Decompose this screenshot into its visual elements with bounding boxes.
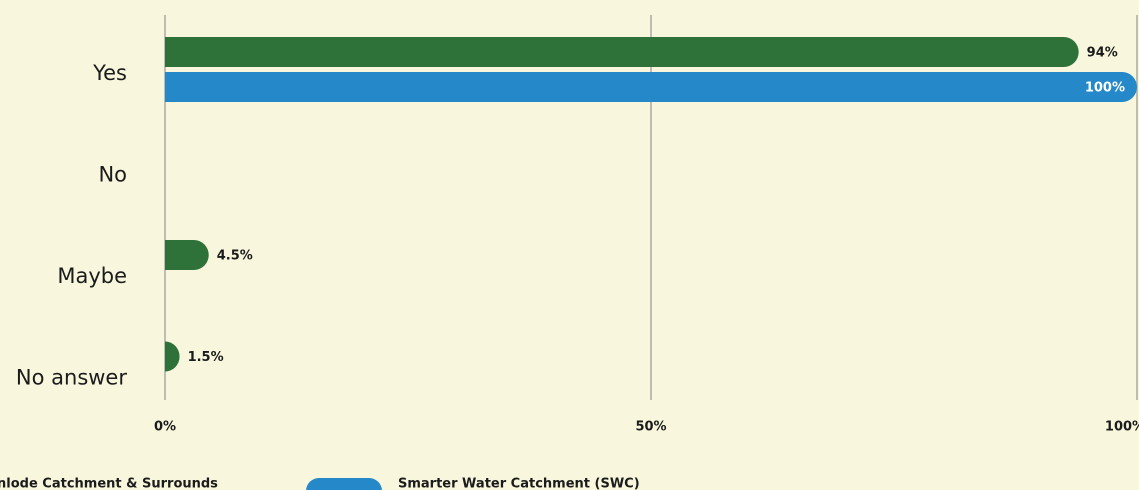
value-label: 4.5% — [217, 249, 253, 264]
bar — [165, 72, 1137, 102]
x-tick-label: 100% — [1105, 420, 1139, 435]
y-tick-label: No answer — [16, 366, 127, 390]
x-tick-label: 50% — [635, 420, 666, 435]
bar — [165, 341, 180, 372]
value-label: 1.5% — [188, 350, 224, 365]
y-tick-label: Yes — [92, 61, 127, 85]
x-tick-label: 0% — [154, 420, 176, 435]
legend-label: Smarter Water Catchment (SWC) — [398, 477, 640, 490]
value-label: 94% — [1087, 46, 1118, 61]
y-tick-label: No — [98, 163, 127, 187]
bar — [165, 240, 209, 270]
legend-label: nlode Catchment & Surrounds — [0, 477, 218, 490]
bar — [165, 37, 1079, 67]
value-label: 100% — [1085, 81, 1125, 96]
y-tick-label: Maybe — [57, 264, 127, 288]
legend-swatch — [306, 478, 382, 490]
